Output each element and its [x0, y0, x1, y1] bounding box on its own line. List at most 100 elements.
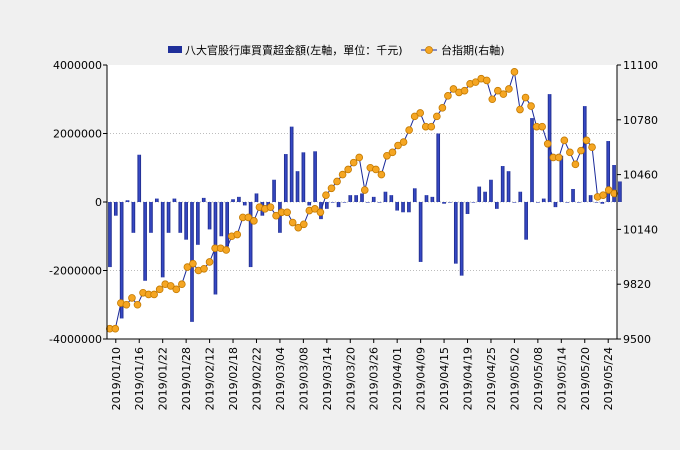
- bar: [108, 202, 112, 268]
- bar: [448, 202, 452, 203]
- index-point: [521, 93, 530, 102]
- bar: [254, 193, 259, 202]
- right-tick-label: 10140: [623, 223, 658, 236]
- index-point: [283, 208, 291, 217]
- bar: [330, 202, 335, 203]
- bar: [471, 202, 476, 203]
- index-point: [399, 138, 408, 146]
- x-tick-label: 2019/05/20: [579, 347, 592, 410]
- index-point: [178, 280, 186, 289]
- index-point: [344, 165, 352, 174]
- index-point: [410, 112, 419, 121]
- bar: [577, 202, 581, 203]
- legend-line-label: 台指期(右軸): [441, 43, 505, 57]
- left-tick-label: -2000000: [49, 265, 102, 278]
- index-point: [449, 85, 458, 93]
- x-tick-label: 2019/01/16: [133, 347, 146, 410]
- bar: [225, 202, 229, 247]
- index-point: [571, 160, 580, 169]
- index-point: [150, 290, 158, 299]
- index-point: [233, 230, 242, 239]
- bar: [506, 171, 511, 202]
- legend-line-marker: [425, 46, 433, 54]
- bar: [201, 197, 206, 202]
- index-point: [155, 285, 164, 294]
- bar: [219, 202, 224, 237]
- x-tick-label: 2019/03/20: [344, 347, 357, 410]
- bar: [430, 196, 435, 202]
- bar: [278, 202, 282, 233]
- bar: [360, 193, 364, 202]
- bar: [512, 202, 517, 203]
- bar: [565, 202, 569, 203]
- x-tick-label: 2019/04/19: [462, 347, 475, 410]
- bar: [442, 202, 446, 204]
- index-point: [427, 122, 436, 131]
- bar: [237, 196, 241, 202]
- index-point: [538, 122, 546, 131]
- index-point: [244, 213, 253, 222]
- bar: [495, 202, 499, 209]
- bar: [377, 202, 382, 203]
- index-point: [599, 191, 607, 199]
- bar: [307, 202, 312, 206]
- index-point: [383, 151, 391, 160]
- index-point: [388, 148, 397, 157]
- bar: [536, 202, 540, 203]
- index-point: [510, 68, 519, 76]
- index-point: [494, 86, 502, 95]
- bar: [612, 165, 616, 202]
- bar: [143, 202, 147, 281]
- index-point: [266, 203, 275, 211]
- bar: [231, 199, 235, 202]
- bar-series: [108, 94, 622, 322]
- bar: [342, 202, 347, 203]
- bar: [178, 202, 183, 233]
- left-tick-label: 0: [95, 196, 102, 209]
- index-point: [311, 205, 319, 213]
- bar: [541, 198, 546, 202]
- index-point: [372, 165, 380, 174]
- bar: [207, 202, 212, 230]
- bar: [155, 198, 159, 202]
- x-tick-label: 2019/03/04: [274, 347, 287, 410]
- index-point: [360, 186, 369, 194]
- x-tick-label: 2019/04/01: [391, 347, 404, 410]
- index-point: [338, 170, 347, 179]
- bar: [571, 188, 575, 202]
- index-point: [416, 109, 425, 117]
- index-point: [438, 104, 447, 112]
- index-point: [122, 300, 131, 309]
- index-point: [222, 246, 230, 254]
- index-point: [200, 264, 208, 273]
- bar: [325, 202, 329, 209]
- index-point: [560, 136, 569, 145]
- bar: [283, 154, 288, 202]
- x-tick-label: 2019/02/22: [250, 347, 263, 410]
- index-point: [299, 220, 308, 229]
- bar: [354, 195, 358, 202]
- bar: [295, 171, 300, 202]
- x-tick-label: 2019/01/28: [180, 347, 193, 410]
- index-point: [205, 258, 214, 266]
- bar: [407, 202, 411, 213]
- index-point: [355, 153, 364, 162]
- index-point: [577, 146, 585, 155]
- bar: [125, 200, 130, 202]
- right-tick-label: 9500: [623, 333, 651, 346]
- axes: 4000000 2000000 0 -2000000 -4000000 11100 1078…: [49, 59, 658, 410]
- x-tick-label: 2019/04/25: [485, 347, 498, 410]
- bar: [530, 118, 534, 202]
- legend: 八大官股行庫買賣超金額(左軸，單位：千元) 台指期(右軸): [168, 43, 505, 57]
- right-tick-label: 10460: [623, 169, 658, 182]
- right-tick-label: 10780: [623, 114, 658, 127]
- bar: [436, 133, 441, 202]
- bar: [600, 202, 605, 204]
- bar: [518, 191, 523, 202]
- x-tick-label: 2019/03/26: [368, 347, 381, 410]
- index-point: [377, 170, 386, 179]
- index-point: [166, 282, 175, 290]
- index-point: [543, 139, 552, 148]
